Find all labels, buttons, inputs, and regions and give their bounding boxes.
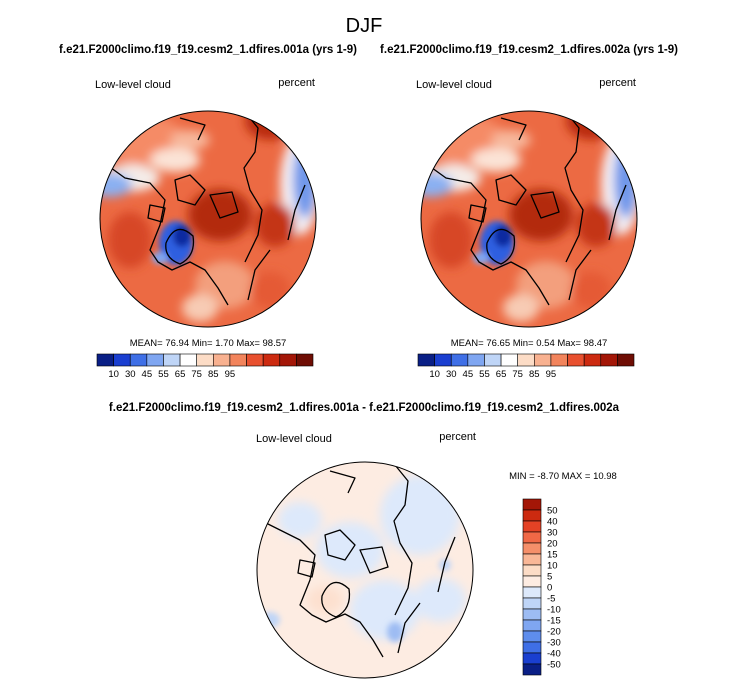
colorbar-swatch: [522, 575, 542, 588]
colorbar-swatch: [583, 353, 602, 367]
panel3-units-label: percent: [439, 431, 476, 443]
colorbar-swatch: [522, 619, 542, 632]
colorbar-swatch: [522, 641, 542, 654]
panel3-map: [256, 461, 474, 679]
colorbar-swatch: [129, 353, 148, 367]
colorbar-tick-label: 10: [429, 369, 440, 380]
colorbar-swatch: [522, 498, 542, 511]
colorbar-tick-label: 65: [175, 369, 186, 380]
colorbar-swatch: [534, 353, 552, 367]
panel3-case-title: f.e21.F2000climo.f19_f19.cesm2_1.dfires.…: [109, 402, 620, 414]
colorbar-tick-label: 45: [142, 369, 153, 380]
colorbar-swatch: [522, 663, 542, 676]
colorbar-tick-label: 5: [547, 572, 552, 583]
colorbar-tick-label: 85: [208, 369, 219, 380]
colorbar-swatch: [196, 353, 214, 367]
colorbar-swatch: [434, 353, 452, 367]
colorbar-tick-label: 30: [446, 369, 457, 380]
colorbar-swatch: [467, 353, 485, 367]
colorbar-tick-label: 55: [158, 369, 169, 380]
figure-title: DJF: [346, 15, 383, 37]
panel1-variable-label: Low-level cloud: [95, 79, 171, 91]
colorbar-tick-label: 95: [546, 369, 557, 380]
panel1-map: [99, 110, 317, 328]
colorbar-swatch: [213, 353, 231, 367]
colorbar-swatch: [296, 353, 314, 367]
panel1-stats: MEAN= 76.94 Min= 1.70 Max= 98.57: [130, 338, 287, 349]
panel1-units-label: percent: [278, 77, 315, 89]
panel2-map: [420, 110, 638, 328]
colorbar-tick-label: 30: [125, 369, 136, 380]
colorbar-swatch: [522, 586, 542, 599]
colorbar-tick-label: -20: [547, 627, 561, 638]
colorbar-swatch: [617, 353, 635, 367]
colorbar-swatch: [450, 353, 469, 367]
colorbar-tick-label: 45: [463, 369, 474, 380]
colorbar-swatch: [500, 353, 518, 367]
colorbar-swatch: [517, 353, 535, 367]
colorbar-swatch: [146, 353, 164, 367]
panel1-case-title: f.e21.F2000climo.f19_f19.cesm2_1.dfires.…: [59, 44, 357, 56]
colorbar-swatch: [550, 353, 568, 367]
colorbar-tick-label: 85: [529, 369, 540, 380]
colorbar-swatch: [246, 353, 264, 367]
colorbar-swatch: [522, 630, 542, 643]
colorbar-swatch: [522, 564, 542, 577]
colorbar-tick-label: 65: [496, 369, 507, 380]
panel3-stats: MIN = -8.70 MAX = 10.98: [509, 471, 617, 482]
colorbar-swatch: [522, 608, 542, 621]
colorbar-tick-label: 10: [547, 561, 558, 572]
colorbar-swatch: [522, 542, 542, 555]
colorbar-swatch: [522, 531, 542, 544]
colorbar-swatch: [522, 597, 542, 610]
colorbar-swatch: [262, 353, 281, 367]
colorbar-tick-label: 95: [225, 369, 236, 380]
colorbar-swatch: [522, 553, 542, 566]
colorbar-swatch: [113, 353, 131, 367]
panel2-variable-label: Low-level cloud: [416, 79, 492, 91]
panel3-variable-label: Low-level cloud: [256, 433, 332, 445]
colorbar-tick-label: 55: [479, 369, 490, 380]
colorbar-tick-label: 50: [547, 506, 558, 517]
colorbar-swatch: [522, 652, 542, 665]
colorbar-tick-label: 0: [547, 583, 552, 594]
colorbar-tick-label: 75: [191, 369, 202, 380]
colorbar-tick-label: 40: [547, 517, 558, 528]
colorbar-swatch: [417, 353, 435, 367]
colorbar-tick-label: -5: [547, 594, 555, 605]
colorbar-swatch: [163, 353, 181, 367]
colorbar-swatch: [522, 520, 542, 533]
colorbar-swatch: [484, 353, 502, 367]
colorbar-tick-label: -10: [547, 605, 561, 616]
panel2-stats: MEAN= 76.65 Min= 0.54 Max= 98.47: [451, 338, 608, 349]
colorbar-tick-label: -30: [547, 638, 561, 649]
panel1-colorbar: 10 30 45 55 65 75 85 95: [96, 353, 314, 380]
colorbar-tick-label: 15: [547, 550, 558, 561]
colorbar-tick-label: -40: [547, 649, 561, 660]
colorbar-swatch: [522, 509, 542, 522]
colorbar-swatch: [96, 353, 114, 367]
colorbar-swatch: [600, 353, 618, 367]
colorbar-tick-label: -15: [547, 616, 561, 627]
panel2-case-title: f.e21.F2000climo.f19_f19.cesm2_1.dfires.…: [380, 44, 678, 56]
colorbar-swatch: [567, 353, 585, 367]
colorbar-tick-label: 10: [108, 369, 119, 380]
colorbar-tick-label: 75: [512, 369, 523, 380]
colorbar-swatch: [229, 353, 247, 367]
colorbar-swatch: [279, 353, 297, 367]
colorbar-tick-label: 30: [547, 528, 558, 539]
colorbar-tick-label: 20: [547, 539, 558, 550]
colorbar-tick-label: -50: [547, 660, 561, 671]
panel2-units-label: percent: [599, 77, 636, 89]
colorbar-swatch: [179, 353, 197, 367]
panel2-colorbar: 10 30 45 55 65 75 85 95: [417, 353, 635, 380]
